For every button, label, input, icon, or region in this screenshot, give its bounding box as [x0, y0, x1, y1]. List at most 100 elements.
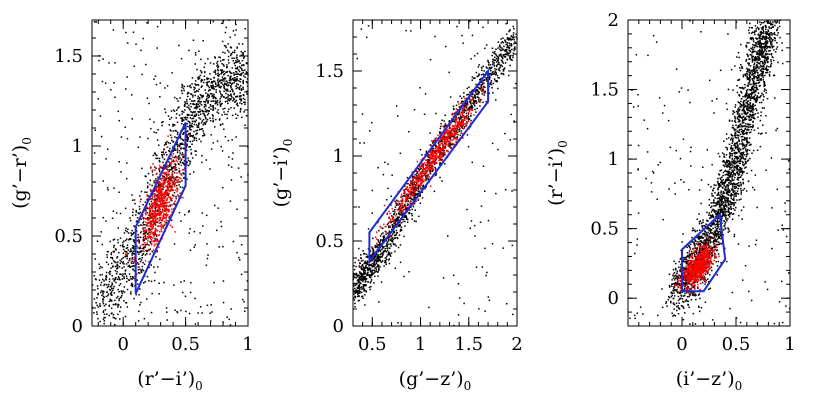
data-point [188, 146, 190, 148]
data-point [227, 74, 229, 77]
data-point [245, 115, 248, 117]
data-point [235, 70, 237, 73]
data-point [479, 88, 481, 90]
data-point [211, 87, 214, 90]
data-point [475, 93, 478, 95]
data-point [172, 109, 175, 111]
data-point [233, 62, 235, 65]
data-point [364, 260, 366, 263]
data-point [139, 250, 142, 252]
data-point [172, 170, 174, 172]
data-point [103, 284, 105, 287]
data-point [154, 221, 156, 223]
data-point [470, 115, 472, 117]
data-point [197, 78, 200, 80]
data-point [157, 129, 159, 131]
data-point [123, 232, 126, 234]
data-point [162, 152, 165, 155]
data-point [369, 264, 371, 266]
data-point [224, 77, 227, 80]
data-point [512, 34, 515, 36]
data-point [419, 168, 421, 170]
data-point [447, 150, 449, 152]
data-point [209, 320, 212, 322]
data-point [137, 234, 139, 236]
data-point [503, 45, 505, 48]
data-point [213, 71, 215, 73]
data-point [118, 278, 121, 280]
data-point [369, 288, 371, 291]
data-point [509, 56, 511, 59]
data-point [245, 90, 248, 93]
data-point [225, 92, 227, 95]
data-point [402, 195, 404, 198]
panel-g-r-vs-r-i: 0 0.5 1 00.511.5 (r’−i’)0 (g’−r’)0 [9, 19, 254, 393]
data-point [160, 202, 162, 205]
data-point [98, 59, 100, 62]
data-point [490, 83, 493, 86]
data-point [131, 233, 133, 235]
data-point [365, 285, 367, 287]
data-point [480, 99, 482, 101]
data-point [510, 113, 512, 116]
data-point [173, 185, 176, 188]
data-point [240, 244, 243, 246]
data-point [492, 58, 494, 61]
data-point [444, 131, 447, 133]
data-point [442, 150, 444, 152]
data-point [122, 261, 125, 263]
data-point [233, 79, 236, 81]
data-point [190, 148, 192, 151]
data-point [107, 294, 109, 297]
data-point [382, 239, 384, 241]
data-point [99, 305, 102, 307]
data-point [137, 247, 139, 249]
data-point [151, 227, 153, 229]
data-point [457, 101, 459, 103]
data-point [373, 262, 376, 264]
data-point [121, 291, 123, 293]
data-point [149, 229, 151, 232]
data-point [169, 147, 171, 150]
data-point [105, 276, 108, 279]
data-point [223, 96, 225, 98]
axis-ticks [92, 19, 249, 327]
data-point [119, 212, 122, 215]
data-point [158, 170, 161, 173]
data-point [133, 277, 135, 280]
data-point [432, 148, 434, 150]
data-point [105, 279, 107, 281]
data-point [360, 277, 363, 279]
data-point [406, 196, 409, 198]
data-point [362, 285, 365, 287]
data-point [479, 78, 481, 81]
data-point [181, 117, 183, 119]
data-point [155, 205, 157, 207]
data-point [413, 191, 416, 194]
data-point [366, 36, 368, 39]
data-point [99, 303, 101, 305]
data-point [242, 54, 244, 56]
data-point [234, 34, 236, 36]
data-point [438, 163, 441, 165]
data-point [124, 229, 127, 232]
data-point [138, 224, 140, 227]
data-point [461, 34, 463, 37]
data-point [375, 267, 377, 269]
data-point [176, 160, 179, 163]
data-point [475, 90, 477, 93]
data-point [491, 66, 493, 69]
data-point [126, 137, 129, 140]
data-point [426, 161, 428, 164]
data-point [240, 78, 242, 80]
data-point [164, 191, 166, 194]
data-point [432, 150, 434, 152]
data-point [159, 197, 161, 199]
data-point [364, 272, 367, 274]
data-point [397, 203, 399, 206]
data-point [362, 273, 365, 275]
data-point [131, 252, 133, 255]
data-point [460, 125, 463, 127]
data-point [155, 198, 158, 200]
data-point [221, 83, 224, 86]
